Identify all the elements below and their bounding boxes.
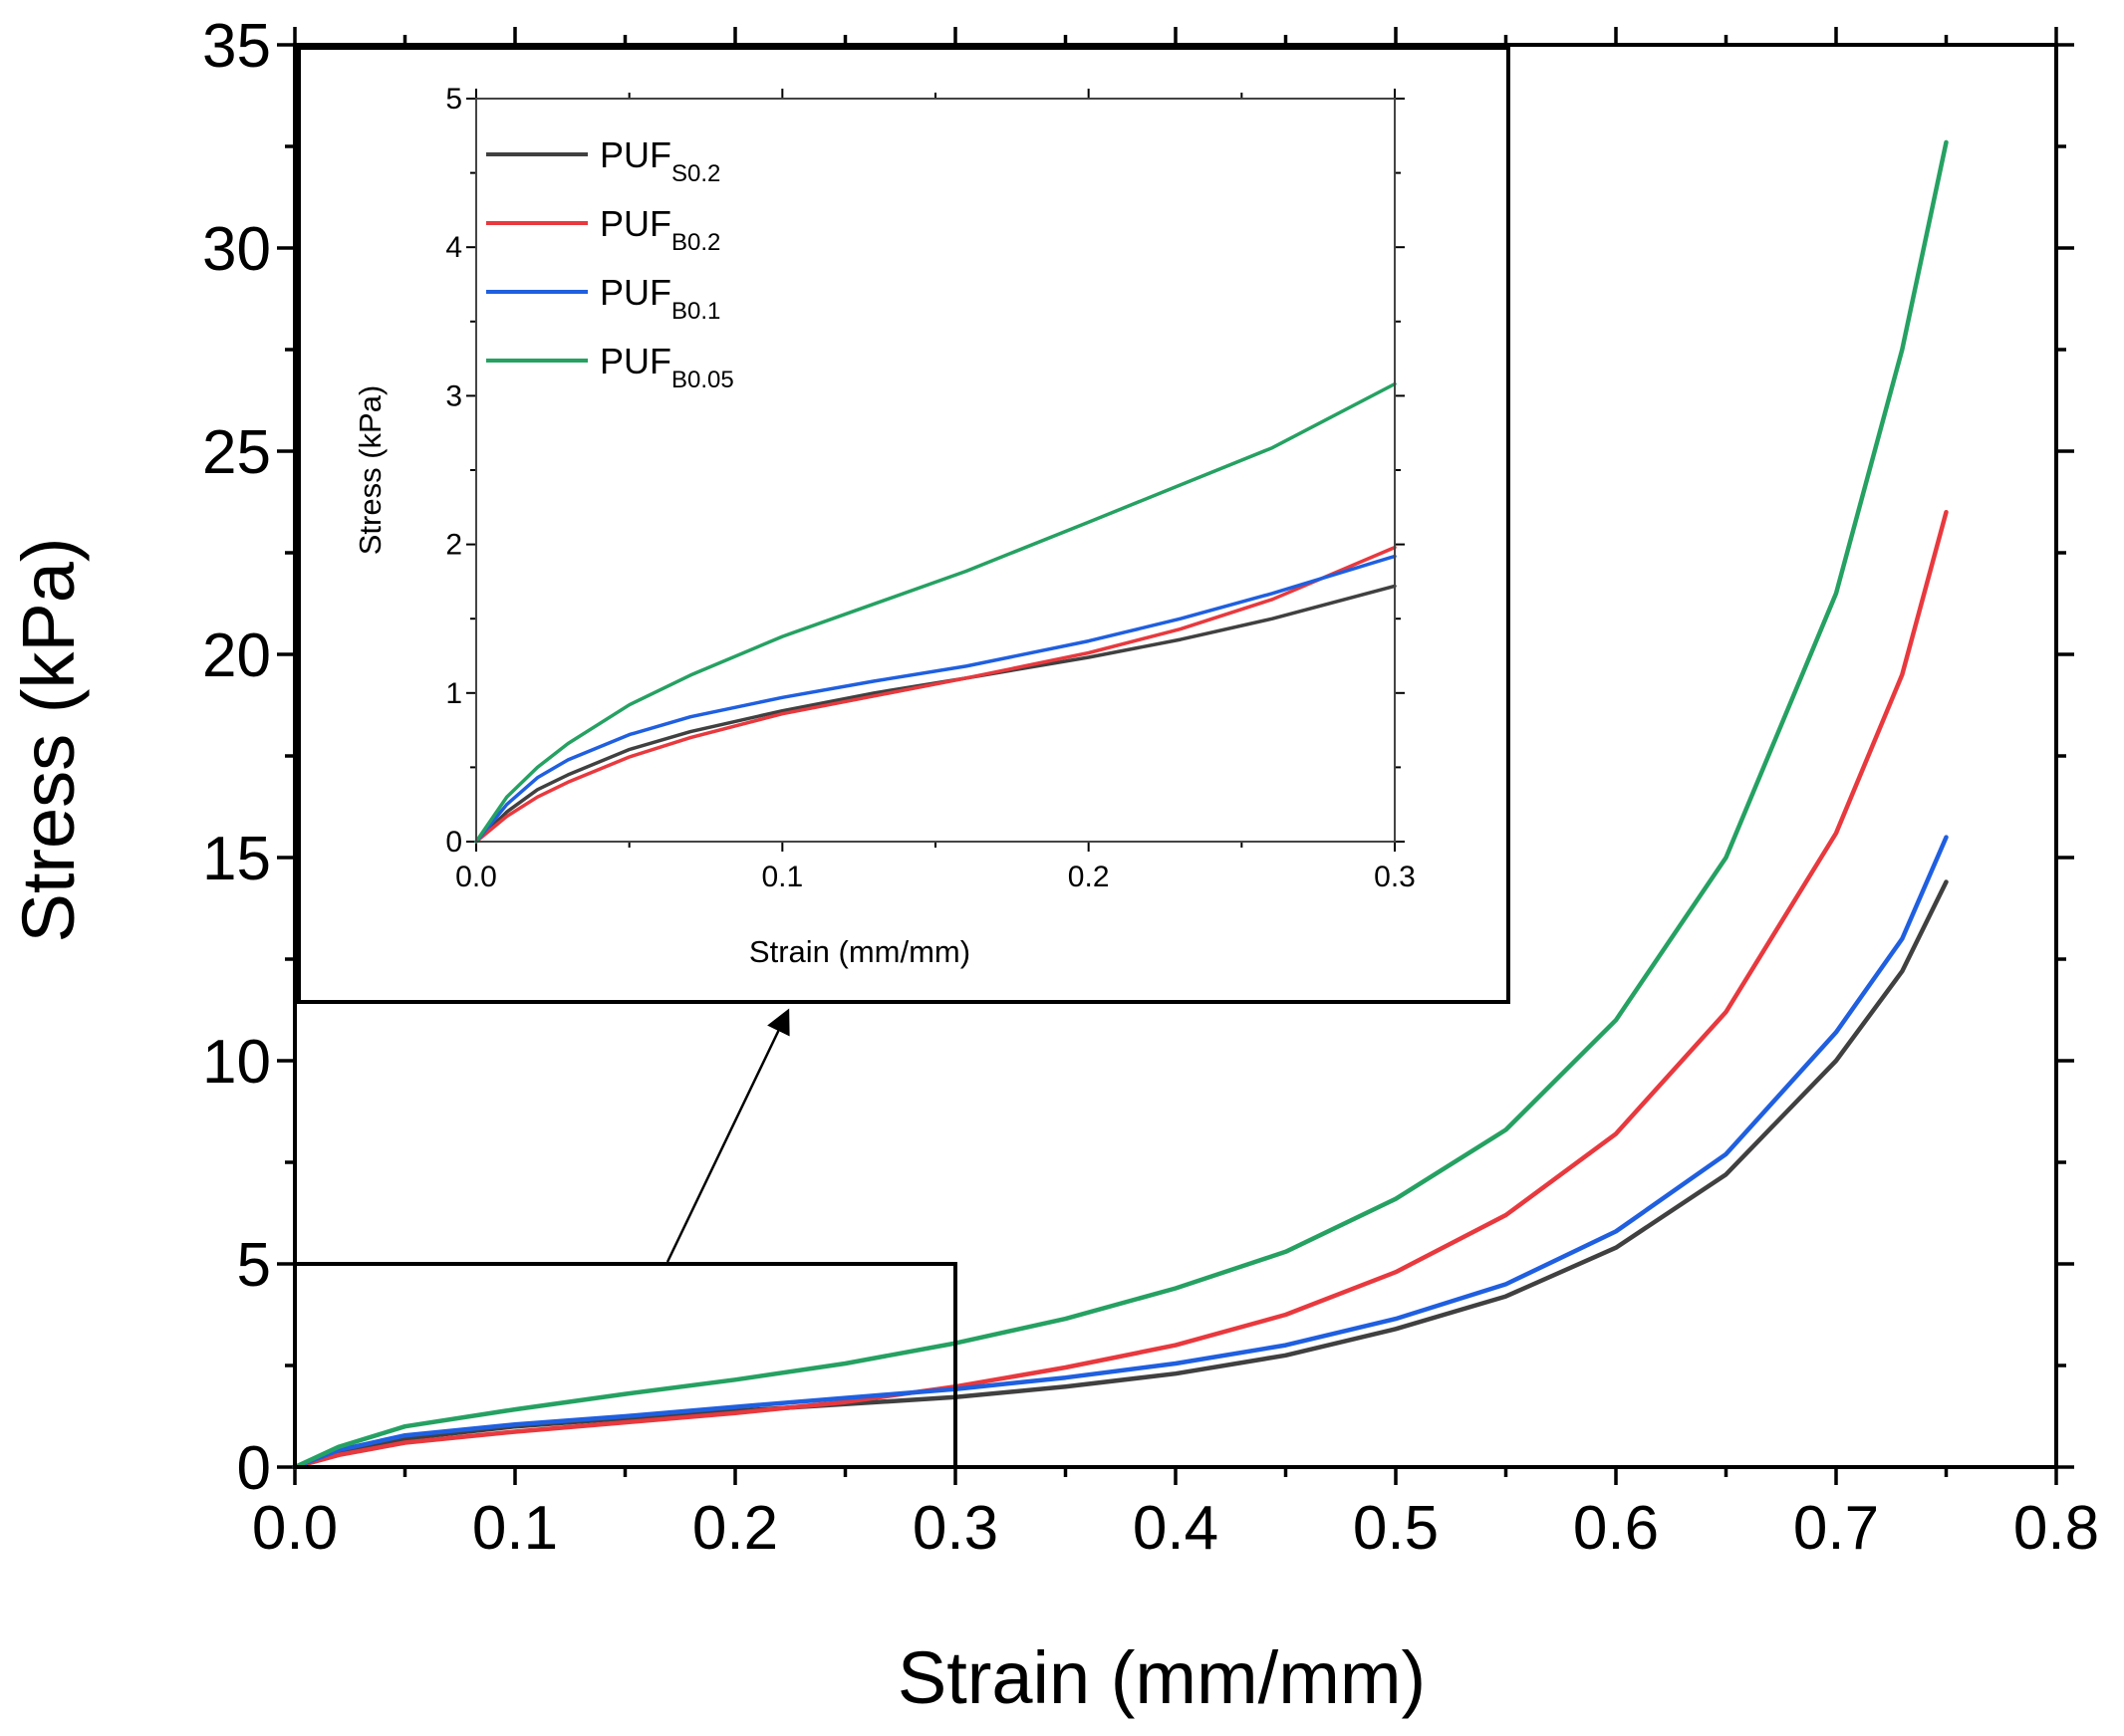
- zoom-arrow: [665, 1008, 790, 1263]
- main-x-tick-label: 0.4: [1133, 1494, 1218, 1563]
- inset-x-tick-label: 0.0: [455, 861, 497, 893]
- main-x-tick-label: 0.6: [1573, 1494, 1659, 1563]
- inset-x-tick-label: 0.1: [761, 861, 803, 893]
- main-y-tick-label: 20: [202, 621, 271, 690]
- legend-label-main: PUF: [600, 272, 671, 313]
- inset-y-tick-label: 4: [445, 231, 462, 264]
- inset-y-tick-label: 2: [445, 529, 462, 562]
- inset-series-puf-s0-2: [474, 584, 1397, 844]
- legend-label-main: PUF: [600, 203, 671, 244]
- legend-label-b0-1: PUFB0.1: [600, 272, 720, 325]
- main-y-tick-label: 0: [237, 1434, 271, 1503]
- legend-label-subscript: B0.1: [671, 298, 720, 325]
- inset-series-group: [474, 381, 1397, 844]
- main-y-tick-label: 5: [237, 1231, 271, 1300]
- main-x-tick-label: 0.2: [692, 1494, 778, 1563]
- legend-label-b0-05: PUFB0.05: [600, 341, 734, 393]
- inset-series-puf-b0-2: [474, 545, 1397, 844]
- legend-label-b0-2: PUFB0.2: [600, 203, 720, 256]
- main-series-puf-b0-05: [292, 139, 1949, 1470]
- main-y-tick-label: 25: [202, 418, 271, 487]
- inset-y-tick-label: 1: [445, 677, 462, 710]
- legend-label-main: PUF: [600, 134, 671, 175]
- main-y-axis-title: Stress (kPa): [7, 537, 90, 942]
- inset-panel: [297, 46, 1510, 1004]
- main-y-tick-label: 15: [202, 825, 271, 893]
- legend-label-s0-2: PUFS0.2: [600, 134, 720, 187]
- legend-label-subscript: B0.2: [671, 229, 720, 256]
- main-series-puf-b0-2: [292, 509, 1949, 1470]
- inset-x-tick-label: 0.3: [1374, 861, 1416, 893]
- inset-x-axis-title: Strain (mm/mm): [749, 934, 970, 969]
- main-y-tick-label: 30: [202, 215, 271, 284]
- main-x-tick-label: 0.8: [2013, 1494, 2099, 1563]
- inset-plot-frame: [475, 98, 1396, 843]
- inset-x-tick-label: 0.2: [1068, 861, 1110, 893]
- main-x-axis-title: Strain (mm/mm): [898, 1636, 1426, 1719]
- main-x-tick-label: 0.0: [252, 1494, 338, 1563]
- main-tick-labels: 0.0 0.1 0.2 0.3 0.4 0.5 0.6 0.7 0.80510152025303…: [202, 12, 2099, 1563]
- legend-label-main: PUF: [600, 341, 671, 381]
- main-x-tick-label: 0.3: [913, 1494, 998, 1563]
- main-x-tick-label: 0.7: [1793, 1494, 1879, 1563]
- main-y-tick-label: 10: [202, 1028, 271, 1097]
- inset-y-tick-label: 3: [445, 379, 462, 412]
- inset-y-tick-label: 0: [445, 826, 462, 859]
- inset-y-axis-title: Stress (kPa): [353, 385, 388, 556]
- main-x-tick-label: 0.1: [472, 1494, 558, 1563]
- main-series-puf-b0-1: [292, 835, 1949, 1470]
- main-plot-frame: [293, 43, 2058, 1469]
- inset-series-puf-b0-05: [474, 381, 1397, 844]
- legend-label-subscript: S0.2: [671, 160, 720, 187]
- inset-ticks: [466, 89, 1405, 852]
- inset-tick-labels: 0.0 0.1 0.2 0.3 0 1 2 3 4 5: [445, 83, 1416, 893]
- main-y-tick-label: 35: [202, 12, 271, 81]
- legend-label-subscript: B0.05: [671, 367, 734, 393]
- main-series-group: [292, 139, 1949, 1470]
- main-x-tick-label: 0.5: [1353, 1494, 1439, 1563]
- inset-series-puf-b0-1: [474, 554, 1397, 844]
- inset-y-tick-label: 5: [445, 83, 462, 116]
